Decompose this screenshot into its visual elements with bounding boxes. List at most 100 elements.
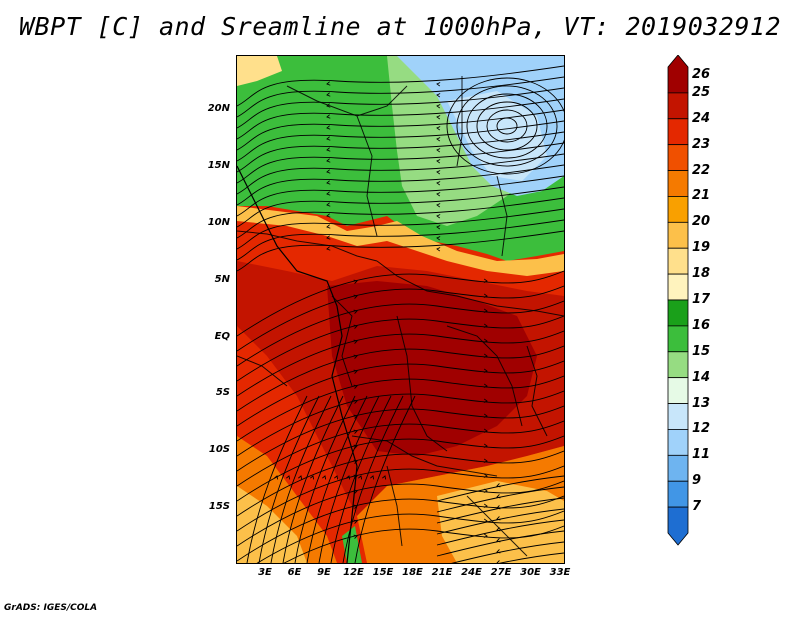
colorbar-segment <box>667 196 689 223</box>
colorbar-label: 17 <box>692 292 711 307</box>
streamline <box>258 395 320 563</box>
colorbar-segment <box>667 351 689 379</box>
streamline-arrow <box>436 115 441 120</box>
streamline-arrow <box>326 235 331 240</box>
streamline-arrow <box>436 225 441 230</box>
streamline <box>306 395 368 563</box>
colorbar-label: 16 <box>692 317 711 333</box>
streamline-arrow <box>353 444 358 449</box>
streamline <box>237 131 564 173</box>
lat-label: 20N <box>207 103 230 114</box>
streamline-arrow <box>436 247 441 252</box>
colorbar-label: 12 <box>692 421 711 437</box>
streamline-arrow <box>496 483 501 488</box>
streamline <box>237 120 564 162</box>
streamline-arrow <box>436 82 441 87</box>
streamline <box>342 395 404 563</box>
streamline-arrow <box>353 459 358 464</box>
lat-label: 10S <box>208 444 230 455</box>
streamline <box>498 552 564 563</box>
streamline <box>237 285 564 352</box>
grads-credit: GrADS: IGES/COLA <box>4 603 98 613</box>
streamline-arrow <box>309 475 315 480</box>
country-boundaries <box>237 76 564 557</box>
streamline-arrow <box>496 538 501 543</box>
streamline-arrow <box>326 180 331 185</box>
lat-label: EQ <box>214 331 230 342</box>
streamline-arrow <box>436 181 441 186</box>
wbpt-field-map <box>237 56 564 563</box>
streamline <box>330 395 392 563</box>
streamline-arrow <box>326 136 331 141</box>
streamline-arrow <box>353 339 358 344</box>
streamline-arrow <box>483 278 488 283</box>
streamline-arrow <box>436 214 441 219</box>
streamline-arrow <box>326 213 331 218</box>
streamline-arrow <box>483 473 488 478</box>
streamline <box>237 450 564 517</box>
colorbar-label: 26 <box>692 67 711 82</box>
streamline-arrow <box>496 494 501 499</box>
streamline-arrow <box>321 475 327 480</box>
streamline-arrow <box>353 384 358 389</box>
lon-label: 18E <box>402 567 423 578</box>
streamline <box>237 186 564 228</box>
streamline-arrow <box>353 519 358 524</box>
colorbar-label: 9 <box>692 473 702 489</box>
streamline-arrow <box>326 169 331 174</box>
streamline <box>270 395 332 563</box>
streamline-arrow <box>436 203 441 208</box>
colorbar-label: 22 <box>692 162 711 178</box>
colorbar-segment <box>667 325 689 353</box>
streamline-arrow <box>326 147 331 152</box>
colorbar-segment <box>667 480 689 508</box>
streamline-arrow <box>357 475 363 480</box>
streamline-arrow <box>273 475 279 480</box>
streamline <box>354 395 416 563</box>
streamline <box>237 219 564 261</box>
colorbar-segment <box>667 144 689 171</box>
streamline-arrow <box>326 92 331 97</box>
streamline <box>237 345 564 412</box>
colorbar-segment <box>667 429 689 456</box>
streamline-arrow <box>353 354 358 359</box>
streamline-arrow <box>333 475 339 480</box>
region-pale-yellow-nw <box>237 56 282 86</box>
colorbar-segment <box>667 221 689 249</box>
streamline <box>237 175 564 217</box>
map-title: WBPT [C] and Sreamline at 1000hPa, VT: 2… <box>18 12 781 41</box>
streamline <box>283 525 564 563</box>
streamline-arrow <box>369 475 375 480</box>
streamline <box>237 230 564 272</box>
streamline-arrow <box>436 159 441 164</box>
map-panel <box>236 55 565 564</box>
colorbar-segment <box>667 299 689 327</box>
colorbar-label: 11 <box>692 447 711 463</box>
streamline-arrow <box>326 103 331 108</box>
streamline-arrow <box>326 114 331 119</box>
region-light-orange-south <box>437 481 564 563</box>
streamline <box>237 270 564 337</box>
lat-label: 10N <box>207 217 230 228</box>
streamline-arrow <box>285 475 291 480</box>
streamline-arrow <box>483 533 488 538</box>
streamline-arrow <box>483 398 488 403</box>
lat-label: 15S <box>208 501 230 512</box>
lat-label: 5S <box>215 387 230 398</box>
colorbar-segment <box>667 403 689 430</box>
lat-label: 15N <box>207 160 230 171</box>
colorbar <box>667 55 689 546</box>
streamline-arrow <box>496 549 501 554</box>
streamline-arrow <box>496 516 501 521</box>
streamline <box>237 405 564 472</box>
streamline-arrow <box>436 126 441 131</box>
streamline-arrow <box>353 279 358 284</box>
streamline-arrow <box>436 148 441 153</box>
streamline-arrow <box>345 475 351 480</box>
streamline <box>237 98 564 140</box>
streamline <box>237 375 564 442</box>
streamline <box>246 395 308 563</box>
colorbar-label: 14 <box>692 369 711 385</box>
streamline-arrow <box>326 246 331 251</box>
colorbar-segment <box>667 506 689 546</box>
